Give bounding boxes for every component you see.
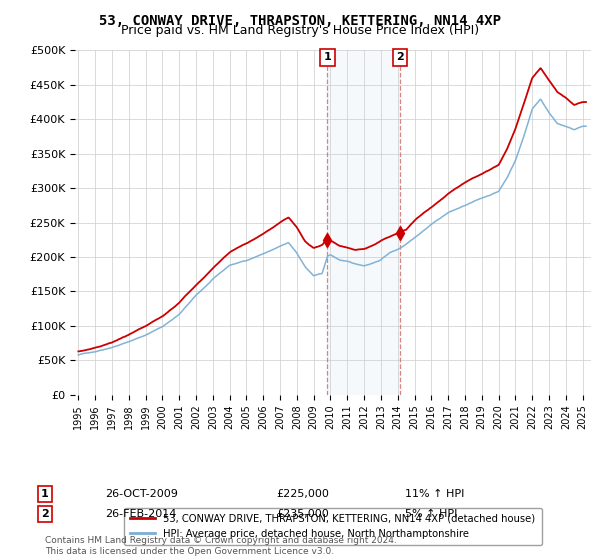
Text: 5% ↑ HPI: 5% ↑ HPI bbox=[405, 509, 457, 519]
Text: £235,000: £235,000 bbox=[276, 509, 329, 519]
Text: 2: 2 bbox=[397, 52, 404, 62]
Text: 26-OCT-2009: 26-OCT-2009 bbox=[105, 489, 178, 499]
Text: 53, CONWAY DRIVE, THRAPSTON, KETTERING, NN14 4XP: 53, CONWAY DRIVE, THRAPSTON, KETTERING, … bbox=[99, 14, 501, 28]
Text: Contains HM Land Registry data © Crown copyright and database right 2024.
This d: Contains HM Land Registry data © Crown c… bbox=[45, 536, 397, 556]
Text: 26-FEB-2014: 26-FEB-2014 bbox=[105, 509, 176, 519]
Text: 11% ↑ HPI: 11% ↑ HPI bbox=[405, 489, 464, 499]
Text: 2: 2 bbox=[41, 509, 49, 519]
Text: 1: 1 bbox=[323, 52, 331, 62]
Bar bbox=[328, 50, 400, 395]
Text: Price paid vs. HM Land Registry's House Price Index (HPI): Price paid vs. HM Land Registry's House … bbox=[121, 24, 479, 37]
Text: 1: 1 bbox=[41, 489, 49, 499]
Legend: 53, CONWAY DRIVE, THRAPSTON, KETTERING, NN14 4XP (detached house), HPI: Average : 53, CONWAY DRIVE, THRAPSTON, KETTERING, … bbox=[124, 508, 542, 545]
Text: £225,000: £225,000 bbox=[276, 489, 329, 499]
